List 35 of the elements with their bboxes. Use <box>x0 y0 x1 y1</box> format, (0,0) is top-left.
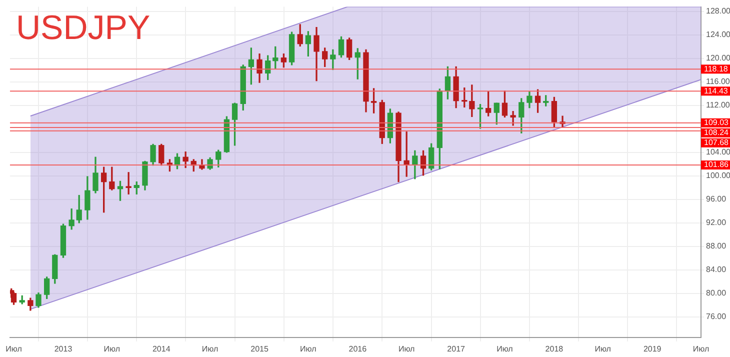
y-tick-label: 124.00 <box>706 30 730 40</box>
x-tick-label: 2018 <box>545 344 564 354</box>
y-tick-label: 76.00 <box>706 312 727 322</box>
x-tick-label: 2016 <box>348 344 368 354</box>
y-tick-label: 120.00 <box>706 54 730 63</box>
y-tick-label: 116.00 <box>706 77 730 86</box>
ref-line-label: 109.03 <box>704 118 730 128</box>
y-tick-label: 92.00 <box>706 218 727 228</box>
x-tick-label: Июл <box>104 344 120 354</box>
y-tick-label: 104.00 <box>706 148 730 157</box>
ref-line-label: 114.43 <box>704 86 728 96</box>
x-tick-label: Июл <box>398 344 416 354</box>
y-tick-label: 112.00 <box>706 100 730 110</box>
ref-line-label: 118.18 <box>704 64 728 74</box>
y-tick-label: 80.00 <box>706 288 727 298</box>
y-tick-label: 84.00 <box>706 265 727 274</box>
x-tick-label: 2014 <box>152 344 171 354</box>
y-tick-label: 100.00 <box>706 171 730 180</box>
x-tick-label: Июл <box>202 344 218 354</box>
x-tick-label: 2019 <box>643 344 662 354</box>
ref-line-label: 101.86 <box>704 160 730 170</box>
y-tick-label: 96.00 <box>706 194 727 204</box>
x-tick-label: Июл <box>692 344 710 354</box>
x-tick-label: 2013 <box>54 344 73 354</box>
y-tick-label: 88.00 <box>706 242 727 251</box>
x-tick-label: 2015 <box>250 344 269 354</box>
y-tick-label: 128.00 <box>706 6 730 16</box>
chart-title: USDJPY <box>16 9 150 48</box>
ref-line-label: 108.24 <box>704 128 730 138</box>
x-tick-label: Июл <box>6 344 22 354</box>
x-tick-label: 2017 <box>447 344 466 354</box>
ref-line-label: 107.68 <box>704 138 730 148</box>
x-tick-label: Июл <box>496 344 514 354</box>
x-tick-label: Июл <box>300 344 317 354</box>
x-tick-label: Июл <box>594 344 612 354</box>
